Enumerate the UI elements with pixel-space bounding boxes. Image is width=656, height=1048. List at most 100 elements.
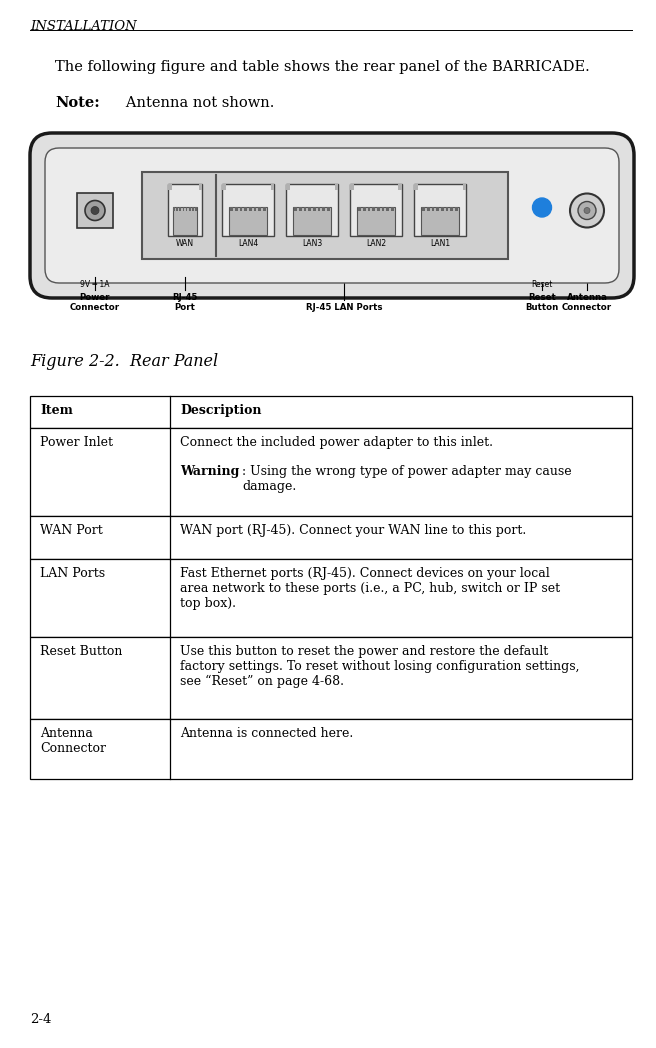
Bar bbox=[358, 208, 395, 235]
Text: RJ-45
Port: RJ-45 Port bbox=[173, 293, 197, 312]
Bar bbox=[391, 206, 394, 212]
Text: Power Inlet: Power Inlet bbox=[40, 436, 113, 449]
Bar bbox=[455, 206, 458, 212]
Bar bbox=[186, 206, 188, 212]
Bar bbox=[286, 183, 289, 190]
Bar bbox=[173, 208, 197, 235]
Bar bbox=[414, 183, 466, 236]
Bar bbox=[77, 193, 112, 228]
Circle shape bbox=[91, 206, 99, 215]
Bar bbox=[173, 206, 175, 212]
Bar bbox=[299, 206, 302, 212]
Bar bbox=[304, 206, 306, 212]
Text: LAN3: LAN3 bbox=[302, 240, 322, 248]
Text: Item: Item bbox=[40, 403, 73, 417]
Bar bbox=[372, 206, 375, 212]
Text: RJ-45 LAN Ports: RJ-45 LAN Ports bbox=[306, 303, 382, 312]
Bar bbox=[445, 206, 449, 212]
Bar bbox=[350, 183, 354, 190]
Text: Power
Connector: Power Connector bbox=[70, 293, 120, 312]
Bar bbox=[382, 206, 384, 212]
Bar bbox=[142, 172, 508, 259]
Bar bbox=[422, 206, 425, 212]
Text: Note:: Note: bbox=[55, 96, 100, 110]
Bar bbox=[263, 206, 266, 212]
Bar bbox=[168, 183, 171, 190]
Bar bbox=[462, 183, 466, 190]
Bar bbox=[398, 183, 402, 190]
Bar bbox=[318, 206, 321, 212]
Bar bbox=[30, 516, 632, 559]
Bar bbox=[30, 637, 632, 719]
Bar bbox=[441, 206, 444, 212]
Text: Description: Description bbox=[180, 403, 262, 417]
FancyBboxPatch shape bbox=[30, 133, 634, 298]
Text: Use this button to reset the power and restore the default
factory settings. To : Use this button to reset the power and r… bbox=[180, 645, 579, 689]
Bar bbox=[249, 206, 252, 212]
Bar bbox=[258, 206, 261, 212]
Text: The following figure and table shows the rear panel of the BARRICADE.: The following figure and table shows the… bbox=[55, 60, 590, 74]
Text: Reset
Button: Reset Button bbox=[525, 293, 559, 312]
Text: Reset Button: Reset Button bbox=[40, 645, 123, 658]
Bar bbox=[377, 206, 380, 212]
Text: 2-4: 2-4 bbox=[30, 1013, 51, 1026]
Bar bbox=[367, 206, 371, 212]
Bar bbox=[313, 206, 316, 212]
Bar bbox=[199, 183, 202, 190]
Text: 9V ═ 1A: 9V ═ 1A bbox=[80, 280, 110, 288]
Circle shape bbox=[533, 198, 552, 217]
Bar bbox=[254, 206, 256, 212]
Bar bbox=[358, 206, 361, 212]
Text: : Using the wrong type of power adapter may cause
damage.: : Using the wrong type of power adapter … bbox=[242, 464, 571, 493]
Bar bbox=[286, 183, 338, 236]
Circle shape bbox=[85, 200, 105, 220]
FancyBboxPatch shape bbox=[45, 148, 619, 283]
Bar bbox=[222, 183, 226, 190]
Bar bbox=[427, 206, 430, 212]
Bar bbox=[308, 206, 311, 212]
Bar bbox=[327, 206, 330, 212]
Bar bbox=[386, 206, 389, 212]
Bar bbox=[235, 206, 237, 212]
Bar bbox=[30, 428, 632, 516]
Bar bbox=[192, 206, 194, 212]
Bar bbox=[335, 183, 338, 190]
Text: Warning: Warning bbox=[180, 464, 239, 478]
Bar bbox=[30, 396, 632, 428]
Circle shape bbox=[570, 194, 604, 227]
Bar bbox=[182, 206, 184, 212]
Text: Antenna
Connector: Antenna Connector bbox=[562, 293, 612, 312]
Text: Antenna not shown.: Antenna not shown. bbox=[112, 96, 274, 110]
Text: WAN: WAN bbox=[176, 240, 194, 248]
Text: Reset: Reset bbox=[531, 280, 553, 288]
Bar bbox=[436, 206, 439, 212]
Bar bbox=[450, 206, 453, 212]
Text: Antenna
Connector: Antenna Connector bbox=[40, 727, 106, 755]
Text: Figure 2-2.  Rear Panel: Figure 2-2. Rear Panel bbox=[30, 353, 218, 370]
Bar bbox=[30, 719, 632, 779]
Text: INSTALLATION: INSTALLATION bbox=[30, 20, 136, 32]
Bar bbox=[363, 206, 366, 212]
Bar bbox=[230, 208, 267, 235]
Text: WAN Port: WAN Port bbox=[40, 524, 103, 537]
Text: WAN port (RJ-45). Connect your WAN line to this port.: WAN port (RJ-45). Connect your WAN line … bbox=[180, 524, 526, 537]
Text: LAN4: LAN4 bbox=[238, 240, 258, 248]
Bar bbox=[230, 206, 233, 212]
Bar bbox=[195, 206, 197, 212]
Bar bbox=[180, 206, 181, 212]
Text: Fast Ethernet ports (RJ-45). Connect devices on your local
area network to these: Fast Ethernet ports (RJ-45). Connect dev… bbox=[180, 567, 560, 610]
Text: LAN2: LAN2 bbox=[366, 240, 386, 248]
Bar bbox=[432, 206, 434, 212]
Bar bbox=[189, 206, 190, 212]
Text: LAN1: LAN1 bbox=[430, 240, 450, 248]
Bar bbox=[350, 183, 402, 236]
Text: LAN Ports: LAN Ports bbox=[40, 567, 105, 580]
Circle shape bbox=[584, 208, 590, 214]
Bar bbox=[244, 206, 247, 212]
Bar bbox=[222, 183, 274, 236]
Text: Connect the included power adapter to this inlet.: Connect the included power adapter to th… bbox=[180, 436, 493, 449]
Bar bbox=[270, 183, 274, 190]
Bar bbox=[421, 208, 459, 235]
Bar bbox=[294, 206, 297, 212]
Text: Antenna is connected here.: Antenna is connected here. bbox=[180, 727, 353, 740]
